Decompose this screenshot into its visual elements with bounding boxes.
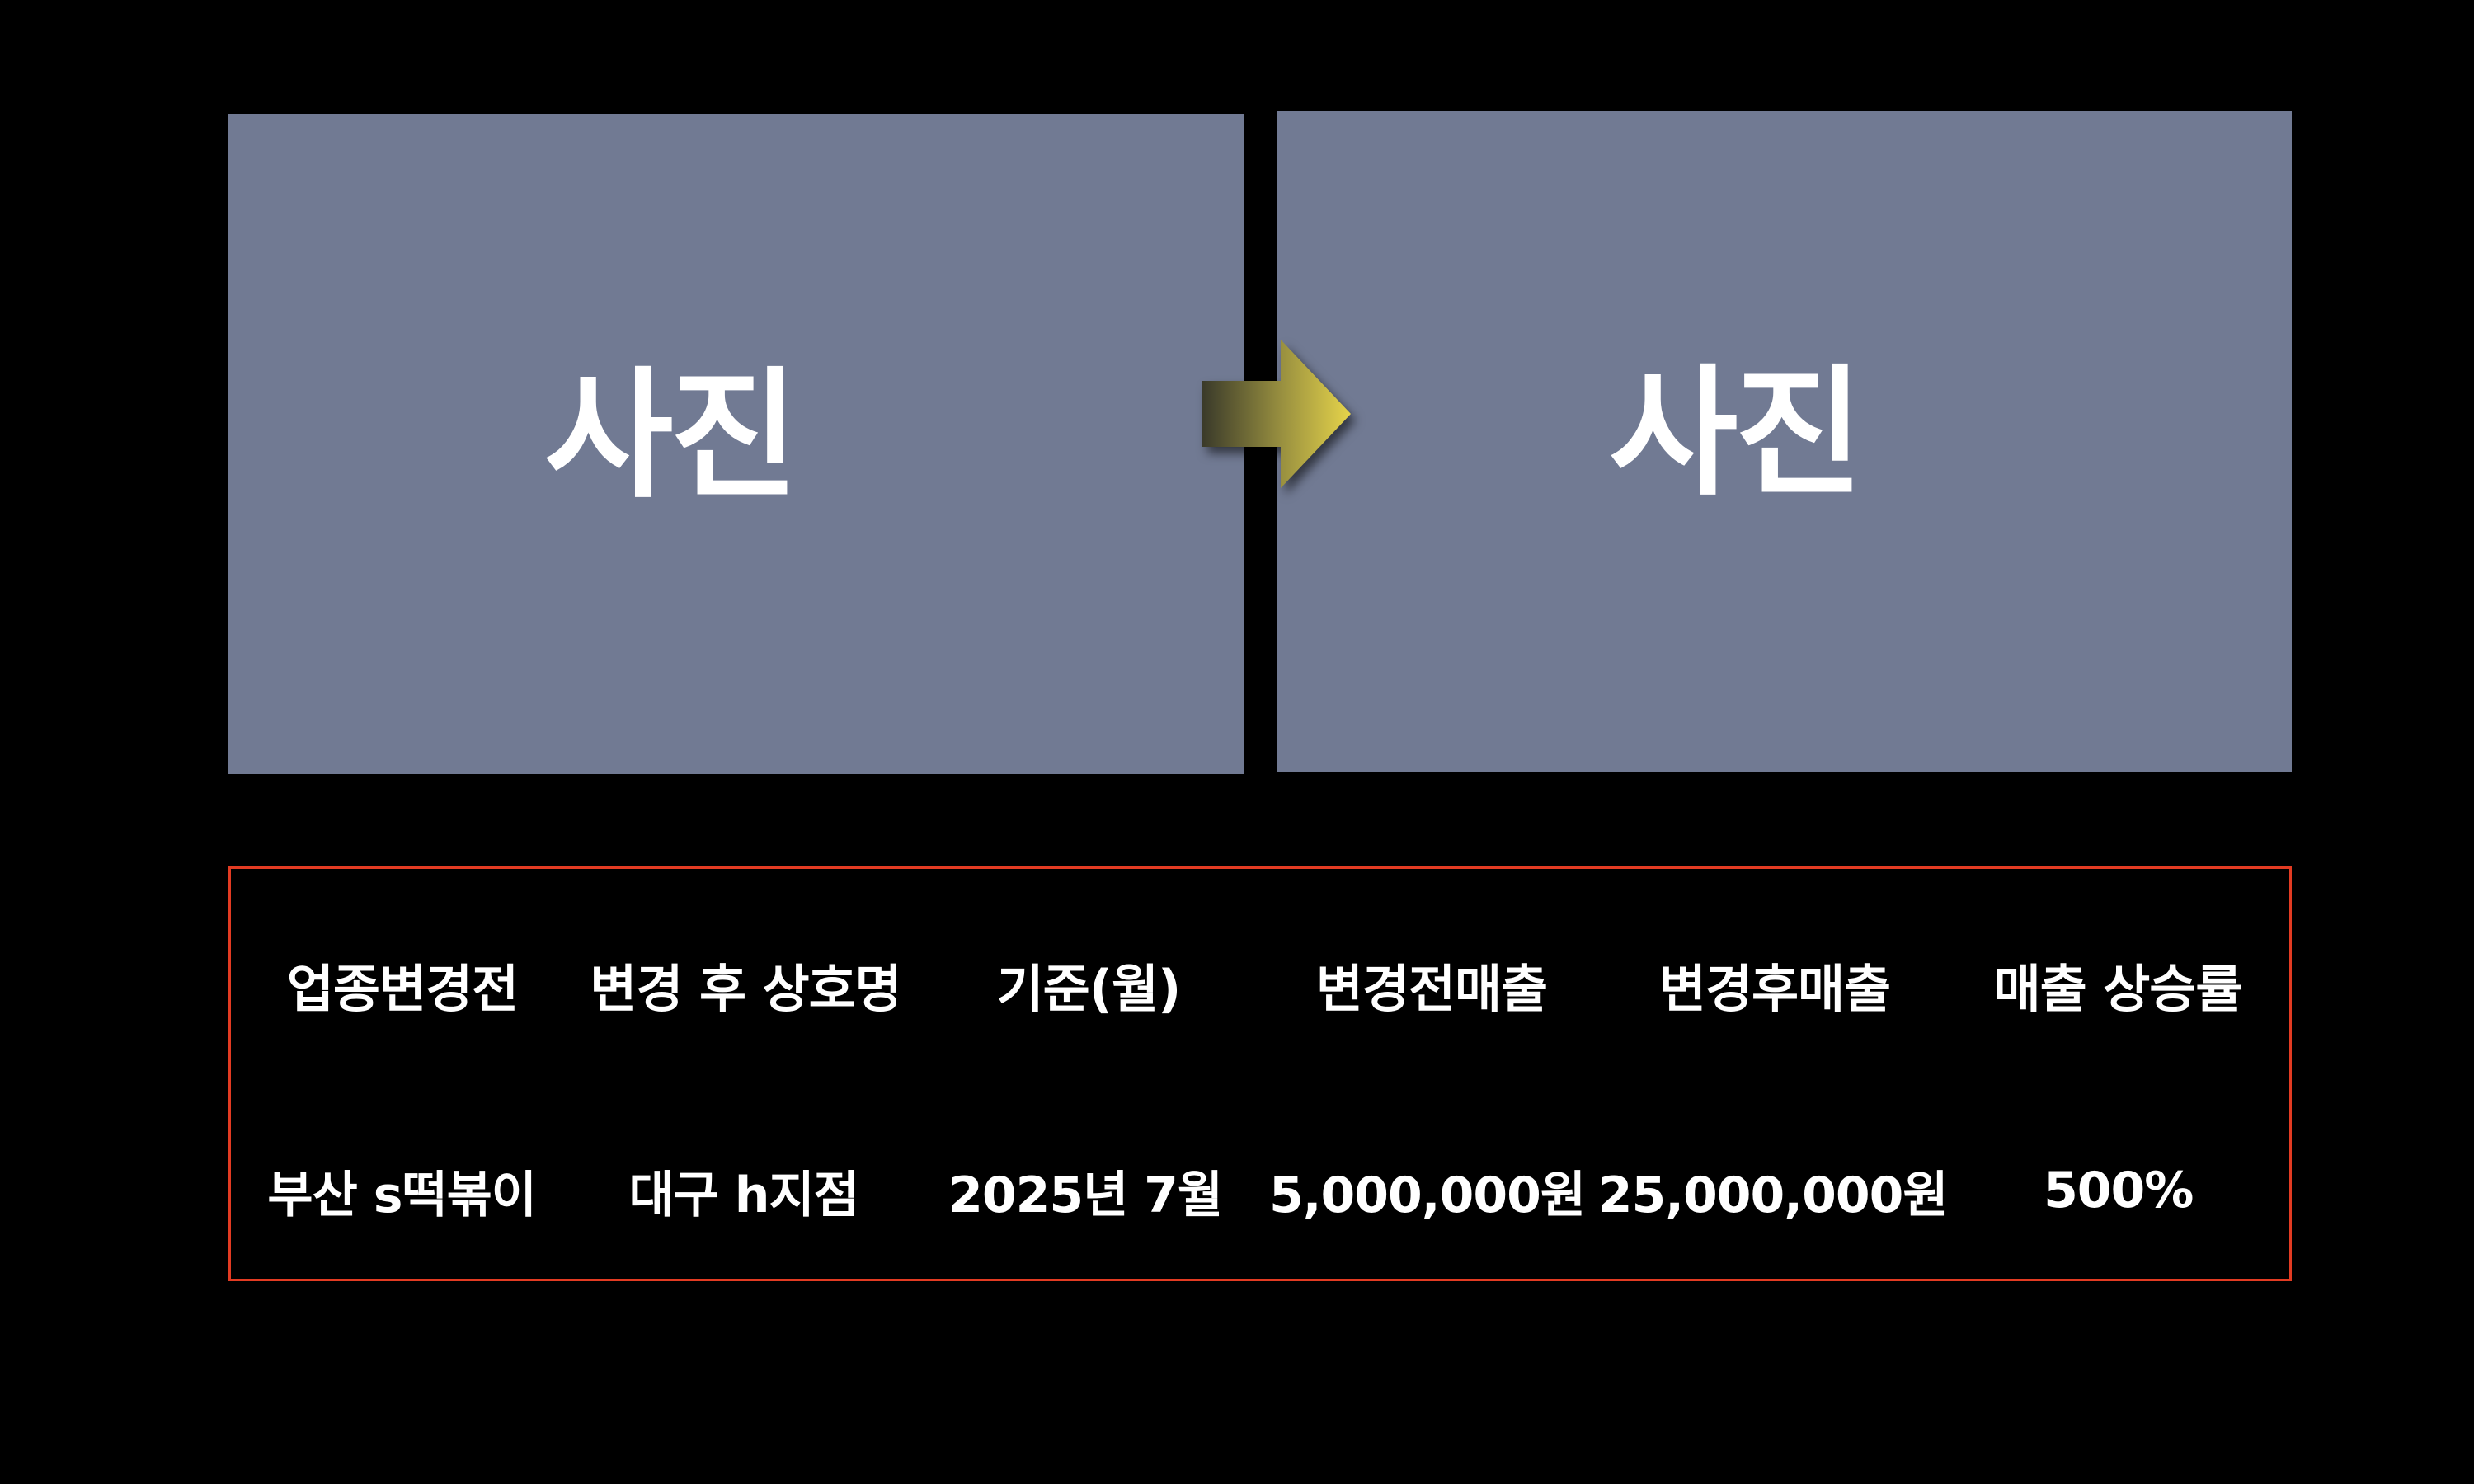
table-header-row: 업종변경전 변경 후 상호명 기준(월) 변경전매출 변경후매출 매출 상승률 <box>231 935 2289 1034</box>
value-sales-before: 5,000,000원 <box>1269 1166 1586 1224</box>
photo-before-placeholder: 사진 <box>228 114 1244 774</box>
value-sales-after: 25,000,000원 <box>1597 1166 1949 1224</box>
header-sales-after: 변경후매출 <box>1658 959 1891 1019</box>
right-arrow-icon <box>1202 340 1351 488</box>
header-new-store-name: 변경 후 상호명 <box>590 959 901 1019</box>
sales-comparison-table: 업종변경전 변경 후 상호명 기준(월) 변경전매출 변경후매출 매출 상승률 … <box>228 866 2292 1281</box>
table-row: 부산 s떡볶이 대구 h지점 2025년 7월 5,000,000원 25,00… <box>231 1141 2289 1240</box>
header-sales-before: 변경전매출 <box>1315 959 1548 1019</box>
value-base-month: 2025년 7월 <box>948 1166 1223 1224</box>
header-sales-growth: 매출 상승률 <box>1993 959 2243 1019</box>
header-base-month: 기준(월) <box>996 959 1182 1019</box>
value-new-store-name: 대구 h지점 <box>628 1166 858 1224</box>
photo-after-label: 사진 <box>1609 351 1864 515</box>
photo-before-label: 사진 <box>544 354 799 518</box>
value-sales-growth: 500% <box>2044 1162 2194 1219</box>
photo-after-placeholder: 사진 <box>1277 111 2292 772</box>
header-before-business: 업종변경전 <box>286 959 519 1019</box>
value-before-business: 부산 s떡볶이 <box>267 1166 537 1224</box>
